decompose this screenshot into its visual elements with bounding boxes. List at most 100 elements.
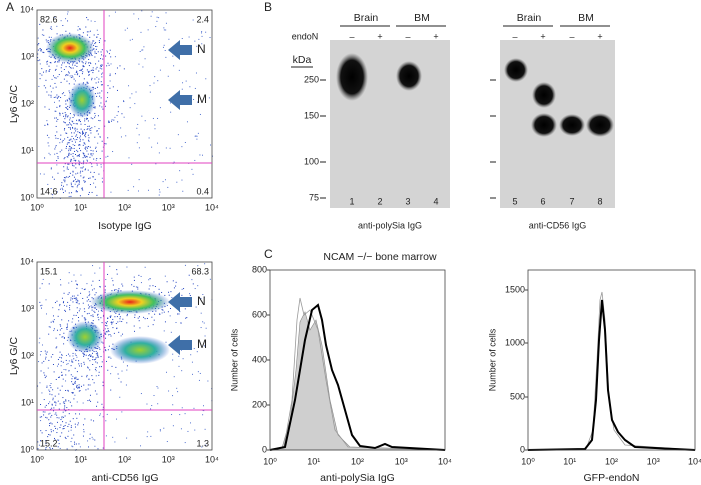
dot bbox=[75, 299, 77, 301]
dot bbox=[110, 357, 112, 359]
dot bbox=[101, 177, 103, 179]
dot bbox=[77, 387, 79, 389]
dot bbox=[84, 418, 86, 420]
dot bbox=[95, 150, 97, 152]
dot bbox=[183, 288, 185, 290]
dot bbox=[199, 113, 201, 115]
dot bbox=[172, 395, 174, 397]
dot bbox=[62, 25, 64, 27]
dot bbox=[63, 401, 65, 403]
dot bbox=[181, 88, 183, 90]
dot bbox=[68, 413, 70, 415]
dot bbox=[196, 138, 198, 140]
dot bbox=[102, 58, 104, 60]
y-tick-label: 10³ bbox=[21, 303, 34, 313]
dot bbox=[87, 125, 89, 127]
dot bbox=[63, 292, 65, 294]
dot bbox=[39, 63, 41, 65]
dot bbox=[73, 314, 75, 316]
dot bbox=[55, 110, 57, 112]
dot bbox=[67, 363, 69, 365]
dot bbox=[78, 144, 80, 146]
dot bbox=[82, 166, 84, 168]
dot bbox=[115, 312, 117, 314]
dot bbox=[54, 439, 56, 441]
dot bbox=[72, 117, 74, 119]
dot bbox=[178, 355, 180, 357]
dot bbox=[44, 374, 46, 376]
dot bbox=[58, 74, 60, 76]
dot bbox=[110, 63, 112, 65]
dot bbox=[93, 288, 95, 290]
dot bbox=[111, 322, 113, 324]
dot bbox=[118, 288, 120, 290]
dot bbox=[175, 322, 177, 324]
dot bbox=[76, 356, 78, 358]
dot bbox=[72, 174, 74, 176]
dot bbox=[81, 315, 83, 317]
dot bbox=[50, 62, 52, 64]
dot bbox=[45, 70, 47, 72]
dot bbox=[91, 356, 93, 358]
dot bbox=[173, 376, 175, 378]
y-tick-label: 0 bbox=[262, 444, 267, 454]
dot bbox=[78, 75, 80, 77]
dot bbox=[73, 83, 75, 85]
dot bbox=[53, 407, 55, 409]
dot bbox=[98, 40, 100, 42]
dot bbox=[65, 132, 67, 134]
dot bbox=[62, 411, 64, 413]
dot bbox=[120, 127, 122, 129]
dot bbox=[55, 427, 57, 429]
dot bbox=[131, 284, 133, 286]
dot bbox=[46, 417, 48, 419]
dot bbox=[70, 160, 72, 162]
dot bbox=[85, 146, 87, 148]
dot bbox=[76, 302, 78, 304]
dot bbox=[85, 61, 87, 63]
dot bbox=[65, 400, 67, 402]
dot bbox=[158, 17, 160, 19]
dot bbox=[94, 20, 96, 22]
dot bbox=[108, 330, 110, 332]
dot bbox=[102, 108, 104, 110]
dot bbox=[147, 29, 149, 31]
dot bbox=[101, 181, 103, 183]
dot bbox=[147, 189, 149, 191]
dot bbox=[100, 366, 102, 368]
dot bbox=[82, 132, 84, 134]
dot bbox=[87, 120, 89, 122]
dot bbox=[43, 399, 45, 401]
dot bbox=[62, 139, 64, 141]
dot bbox=[92, 118, 94, 120]
dot bbox=[86, 82, 88, 84]
dot bbox=[87, 304, 89, 306]
dot bbox=[99, 136, 101, 138]
dot bbox=[60, 419, 62, 421]
dot bbox=[127, 189, 129, 191]
lane-number: 1 bbox=[349, 196, 354, 206]
dot bbox=[52, 399, 54, 401]
dot bbox=[105, 331, 107, 333]
dot bbox=[74, 144, 76, 146]
dot bbox=[48, 145, 50, 147]
dot bbox=[86, 118, 88, 120]
dot bbox=[53, 437, 55, 439]
dot bbox=[116, 273, 118, 275]
dot bbox=[97, 86, 99, 88]
dot bbox=[208, 97, 210, 99]
dot bbox=[99, 413, 101, 415]
dot bbox=[137, 288, 139, 290]
dot bbox=[70, 425, 72, 427]
dot bbox=[91, 77, 93, 79]
dot bbox=[68, 83, 70, 85]
dot bbox=[80, 70, 82, 72]
dot bbox=[197, 371, 199, 373]
dot bbox=[45, 430, 47, 432]
dot bbox=[112, 321, 114, 323]
dot bbox=[92, 280, 94, 282]
dot bbox=[56, 106, 58, 108]
dot bbox=[69, 139, 71, 141]
treatment-sign: – bbox=[405, 31, 410, 41]
y-tick-label: 10⁰ bbox=[20, 192, 34, 202]
